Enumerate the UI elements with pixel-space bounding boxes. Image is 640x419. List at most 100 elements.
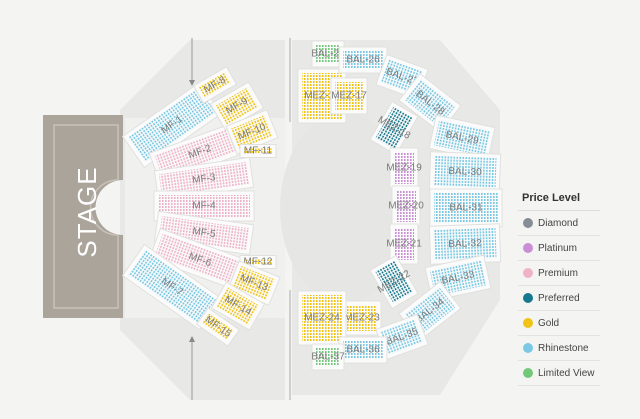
section-mf-11[interactable]: MF-11 [239,144,277,158]
color-swatch-icon [523,318,533,328]
section-label: MEZ-20 [388,201,424,212]
seat-block[interactable] [433,227,497,261]
seat-block[interactable] [394,152,414,184]
seat-block[interactable] [380,319,424,355]
seat-block[interactable] [202,313,234,341]
section-mez-19[interactable]: MEZ-19 [386,147,422,189]
seat-block[interactable] [394,228,414,260]
legend-label: Preferred [538,292,580,304]
seat-block[interactable] [335,82,363,110]
section-mf-3[interactable]: MF-3 [153,156,255,202]
color-swatch-icon [523,293,533,303]
legend-label: Premium [538,267,579,279]
price-level-legend: Price Level Diamond Platinum Premium Prefer… [518,190,600,386]
seat-block[interactable] [158,215,250,251]
seat-block[interactable] [302,295,342,341]
color-swatch-icon [523,343,533,353]
section-mf-9[interactable]: MF-9 [209,81,265,131]
section-label: BAL-30 [448,166,482,178]
section-mf-7[interactable]: MF-7 [121,243,223,331]
legend-item-limited-view[interactable]: Limited View [518,361,600,386]
section-label: MEZ-19 [386,163,422,174]
section-mez-18[interactable]: MEZ-18 [368,100,421,156]
color-swatch-icon [523,268,533,278]
legend-item-rhinestone[interactable]: Rhinestone [518,336,600,361]
section-bal-26[interactable]: BAL-26 [338,46,388,74]
open-atrium [280,113,410,303]
legend-label: Gold [538,317,560,329]
stage: STAGE [43,115,123,318]
section-label: BAL-37 [311,352,345,363]
section-label: MF-3 [192,172,217,186]
legend-item-platinum[interactable]: Platinum [518,236,600,261]
seat-block[interactable] [128,250,216,324]
seat-block[interactable] [343,341,383,359]
legend-title: Price Level [518,190,600,211]
legend-item-gold[interactable]: Gold [518,311,600,336]
section-bal-30[interactable]: BAL-30 [428,151,502,193]
seat-block[interactable] [154,125,246,179]
seat-block[interactable] [233,266,275,300]
section-mf-8[interactable]: MF-8 [192,66,238,104]
section-mf-6[interactable]: MF-6 [148,227,252,293]
seat-block[interactable] [158,161,250,197]
section-mf-4[interactable]: MF-4 [153,190,255,222]
seat-block[interactable] [433,119,491,157]
section-label: BAL-36 [346,345,380,356]
section-mez-24[interactable]: MEZ-24 [297,290,347,346]
legend-label: Diamond [538,217,579,229]
section-label: MEZ-17 [331,91,367,102]
seat-block[interactable] [316,348,340,366]
seat-block[interactable] [231,115,273,149]
seat-block[interactable] [434,193,498,223]
section-bal-31[interactable]: BAL-31 [429,188,503,228]
section-bal-37[interactable]: BAL-37 [311,343,345,371]
seat-block[interactable] [316,45,340,63]
section-label: BAL-31 [449,203,483,214]
legend-label: Rhinestone [538,342,589,354]
seat-block[interactable] [347,305,377,331]
seat-block[interactable] [433,155,497,189]
legend-label: Platinum [538,242,577,254]
seat-block[interactable] [158,195,250,217]
section-mf-13[interactable]: MF-13 [227,260,281,306]
seat-block[interactable] [154,233,246,287]
color-swatch-icon [523,243,533,253]
color-swatch-icon [523,218,533,228]
section-bal-32[interactable]: BAL-32 [428,223,502,265]
section-label: MEZ-16 [304,91,340,102]
section-label: MF-12 [244,257,273,268]
section-mez-20[interactable]: MEZ-20 [388,185,424,227]
color-swatch-icon [523,368,533,378]
section-bal-35[interactable]: BAL-35 [375,313,429,361]
seat-block[interactable] [343,51,383,69]
seat-block[interactable] [396,190,416,222]
section-mf-14[interactable]: MF-14 [210,281,266,331]
arrow-up-icon [189,336,195,342]
seat-block[interactable] [216,287,260,325]
legend-item-diamond[interactable]: Diamond [518,211,600,236]
seat-block[interactable] [199,72,231,98]
section-label: MEZ-21 [386,239,422,250]
section-mez-22[interactable]: MEZ-22 [368,254,421,310]
seat-block[interactable] [215,87,259,125]
legend-item-premium[interactable]: Premium [518,261,600,286]
section-mez-23[interactable]: MEZ-23 [342,300,382,336]
legend-item-preferred[interactable]: Preferred [518,286,600,311]
section-label: MEZ-24 [304,313,340,324]
seat-block[interactable] [128,88,216,162]
seat-block[interactable] [375,106,413,150]
section-label: BAL-26 [346,55,380,66]
seat-block[interactable] [244,148,272,154]
section-label: BAL-32 [448,238,482,250]
seat-block[interactable] [244,259,272,265]
section-bal-29[interactable]: BAL-29 [428,114,496,162]
section-mf-1[interactable]: MF-1 [121,81,223,169]
section-bal-36[interactable]: BAL-36 [338,336,388,364]
section-label: MF-4 [192,201,216,212]
seat-block[interactable] [375,260,413,304]
seat-block[interactable] [404,79,456,127]
section-mez-17[interactable]: MEZ-17 [330,77,368,115]
section-mf-10[interactable]: MF-10 [225,109,279,155]
